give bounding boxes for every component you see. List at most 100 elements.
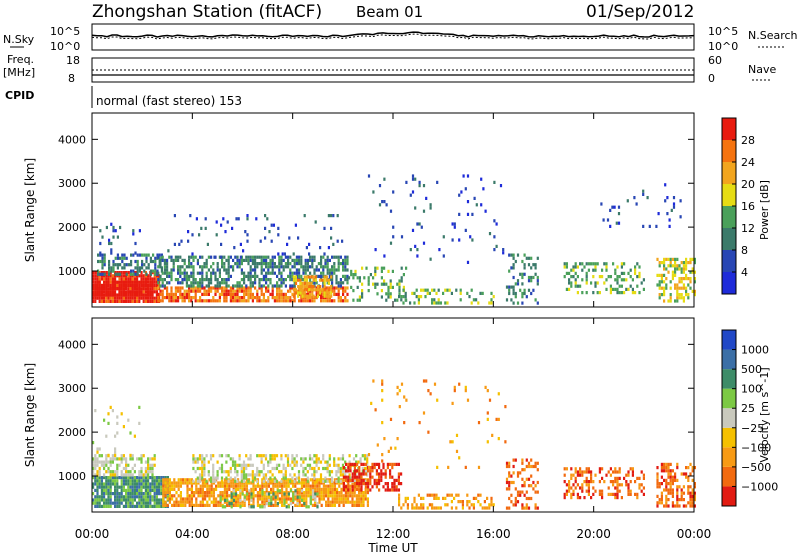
range-gate-cell [223, 262, 226, 266]
range-gate-cell [413, 301, 416, 305]
range-gate-cell [344, 289, 347, 293]
range-gate-cell [389, 292, 392, 296]
range-gate-cell [236, 284, 239, 288]
range-gate-cell [349, 469, 352, 473]
range-gate-cell [384, 472, 387, 476]
range-gate-cell [171, 484, 174, 488]
range-gate-cell [325, 484, 328, 488]
range-gate-cell [405, 180, 408, 184]
range-gate-cell [417, 506, 420, 510]
range-gate-cell [333, 484, 336, 488]
range-gate-cell [669, 293, 672, 297]
range-gate-cell [420, 496, 423, 500]
range-gate-cell [448, 288, 451, 292]
range-gate-cell [304, 271, 307, 275]
range-gate-cell [389, 446, 393, 450]
range-gate-cell [574, 486, 577, 490]
range-gate-cell [207, 473, 210, 477]
range-gate-cell [510, 474, 513, 478]
range-gate-cell [107, 501, 110, 505]
range-gate-cell [671, 277, 674, 281]
range-gate-cell [161, 289, 164, 293]
range-gate-cell [246, 492, 249, 496]
range-gate-cell [422, 288, 425, 292]
range-gate-cell [665, 466, 668, 470]
range-gate-cell [118, 501, 121, 505]
range-gate-cell [269, 262, 272, 266]
range-gate-cell [490, 496, 493, 500]
range-gate-cell [199, 271, 202, 275]
range-gate-cell [256, 481, 259, 485]
range-gate-cell [289, 255, 292, 259]
range-gate-cell [155, 476, 158, 480]
range-gate-cell [437, 298, 440, 302]
range-gate-cell [212, 497, 215, 501]
range-gate-cell [347, 469, 350, 473]
range-gate-cell [667, 498, 670, 502]
range-gate-cell [185, 292, 188, 296]
range-gate-cell [301, 291, 304, 295]
y-tick-label: 3000 [58, 177, 86, 190]
range-gate-cell [563, 492, 566, 496]
range-gate-cell [219, 498, 222, 502]
range-gate-cell [663, 286, 666, 290]
range-gate-cell [605, 265, 608, 269]
range-gate-cell [276, 494, 279, 498]
range-gate-cell [303, 481, 306, 485]
range-gate-cell [99, 229, 102, 233]
range-gate-cell [247, 286, 250, 290]
range-gate-cell [609, 208, 612, 212]
range-gate-cell [232, 489, 235, 493]
range-gate-cell [105, 283, 108, 288]
range-gate-cell [316, 288, 320, 292]
range-gate-cell [671, 478, 674, 482]
range-gate-cell [337, 463, 340, 467]
range-gate-cell [273, 262, 276, 266]
range-gate-cell [493, 180, 496, 184]
range-gate-cell [245, 286, 248, 290]
range-gate-cell [618, 483, 621, 487]
range-gate-cell [620, 291, 623, 295]
range-gate-cell [263, 497, 266, 501]
range-gate-cell [199, 500, 202, 504]
range-gate-cell [153, 476, 156, 480]
range-gate-cell [175, 500, 178, 504]
range-gate-cell [384, 469, 387, 473]
range-gate-cell [393, 488, 396, 492]
range-gate-cell [232, 494, 235, 498]
range-gate-cell [663, 257, 666, 261]
range-gate-cell [269, 265, 272, 269]
range-gate-cell [194, 281, 197, 285]
range-gate-cell [199, 491, 202, 495]
range-gate-cell [190, 478, 193, 482]
y-tick-label: 1000 [58, 470, 86, 483]
range-gate-cell [281, 503, 284, 507]
range-gate-cell [424, 288, 427, 292]
range-gate-cell [221, 262, 224, 266]
range-gate-cell [278, 292, 281, 296]
range-gate-cell [594, 262, 597, 266]
range-gate-cell [153, 299, 156, 303]
range-gate-cell [260, 457, 263, 461]
range-gate-cell [614, 278, 617, 282]
range-gate-cell [450, 500, 453, 504]
range-gate-cell [336, 481, 339, 485]
range-gate-cell [292, 288, 295, 292]
range-gate-cell [328, 473, 331, 477]
range-gate-cell [264, 214, 267, 218]
range-gate-cell [242, 466, 246, 471]
range-gate-cell [262, 274, 265, 278]
range-gate-cell [344, 491, 347, 495]
range-gate-cell [273, 299, 276, 303]
range-gate-cell [116, 263, 119, 267]
range-gate-cell [226, 220, 229, 224]
range-gate-cell [689, 277, 692, 281]
colorbar-segment [722, 427, 736, 448]
range-gate-cell [447, 465, 450, 469]
range-gate-cell [590, 473, 593, 477]
range-gate-cell [492, 295, 495, 299]
range-gate-cell [417, 301, 420, 305]
range-gate-cell [107, 476, 110, 480]
range-gate-cell [319, 246, 322, 250]
range-gate-cell [525, 295, 528, 299]
